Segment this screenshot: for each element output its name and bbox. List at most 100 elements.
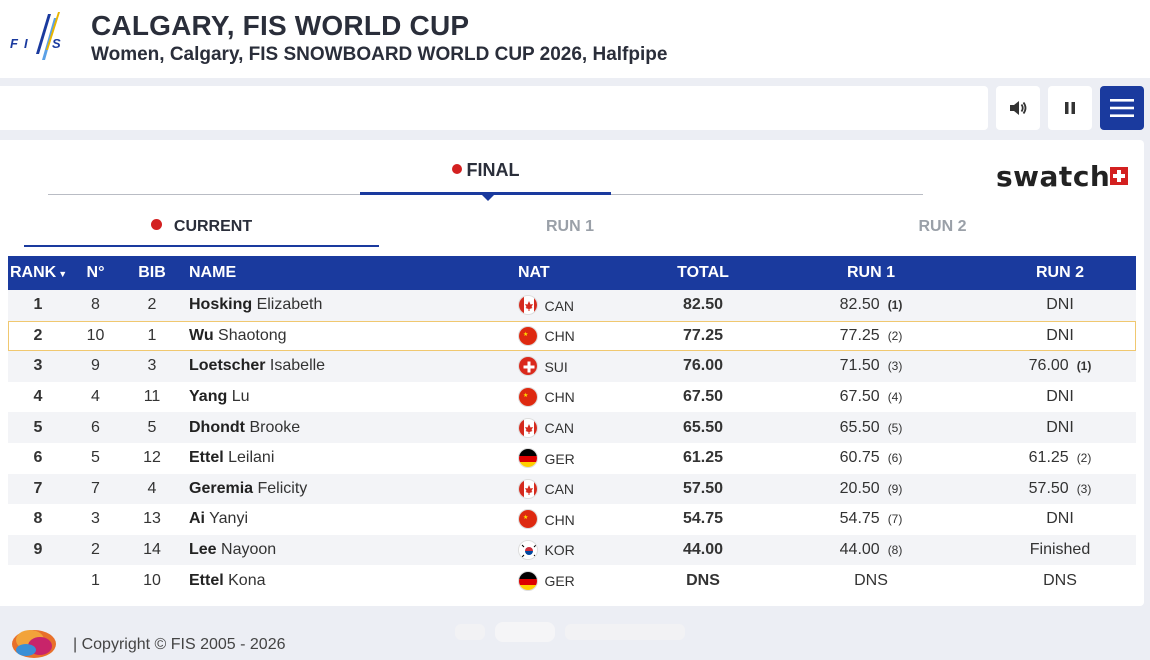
cell-athlete-name[interactable]: Loetscher Isabelle — [181, 351, 518, 382]
cell-run2: DNI — [984, 321, 1136, 352]
sound-button[interactable] — [996, 86, 1040, 130]
run1-position: (3) — [887, 359, 903, 374]
cell-no: 8 — [91, 296, 100, 314]
fis-logo: F I S — [10, 12, 61, 60]
run1-position: (5) — [887, 420, 903, 435]
cell-nation: SUI — [518, 351, 648, 382]
cell-total: 44.00 — [682, 541, 724, 559]
cell-nation: CAN — [518, 290, 648, 321]
flag-can-icon — [518, 417, 538, 438]
cell-rank: 9 — [33, 541, 43, 559]
cell-athlete-name[interactable]: Yang Lu — [181, 382, 518, 413]
table-row[interactable]: 7 7 4 Geremia Felicity CAN 57.50 20.50 (9) 57.5… — [8, 473, 1136, 505]
cell-no: 9 — [91, 357, 100, 375]
cell-run2: 61.25 (2) — [984, 443, 1136, 474]
table-row[interactable]: 5 6 5 Dhondt Brooke CAN 65.50 65.50 (5) DNI — [8, 412, 1136, 443]
col-nat-header: NAT — [518, 264, 550, 281]
cell-no: 4 — [91, 388, 100, 406]
run2-score: DNI — [1046, 326, 1074, 344]
table-row[interactable]: 8 3 13 Ai Yanyi ★ CHN 54.75 54.75 (7) DNI — [8, 504, 1136, 535]
cell-rank: 8 — [33, 510, 43, 528]
page-header: F I S CALGARY, FIS WORLD CUP Women, Calg… — [0, 0, 1150, 78]
live-dot-icon — [451, 164, 462, 174]
cell-athlete-name[interactable]: Ettel Kona — [181, 565, 518, 596]
subtab-active-indicator — [24, 245, 379, 247]
flag-sui-icon — [518, 356, 538, 377]
cell-nation: KOR — [518, 535, 648, 566]
nation-code: CAN — [544, 297, 575, 314]
cell-athlete-name[interactable]: Hosking Elizabeth — [181, 290, 518, 321]
table-row[interactable]: 6 5 12 Ettel Leilani GER 61.25 60.75 (6) 61.25 (… — [8, 442, 1136, 474]
table-header-row: RANK ▼ N° BIB NAME NAT TOTAL RUN 1 RUN 2 — [8, 256, 1136, 290]
col-run2-header: RUN 2 — [1035, 264, 1084, 281]
cell-athlete-name[interactable]: Lee Nayoon — [181, 535, 518, 566]
cell-run2: DNI — [984, 504, 1136, 535]
cell-bib: 4 — [147, 479, 157, 497]
cell-run2: Finished — [984, 535, 1136, 566]
athlete-first-name: Kona — [228, 571, 266, 589]
cell-athlete-name[interactable]: Ettel Leilani — [181, 443, 518, 474]
col-run1-header: RUN 1 — [846, 264, 895, 281]
tab-run-2[interactable]: RUN 2 — [760, 218, 1125, 236]
cell-athlete-name[interactable]: Ai Yanyi — [181, 504, 518, 535]
cell-total: 65.50 — [682, 418, 724, 436]
nation-code: CHN — [544, 511, 575, 528]
cell-no: 6 — [91, 418, 100, 436]
run1-score: 71.50 — [839, 357, 880, 375]
cell-athlete-name[interactable]: Geremia Felicity — [181, 474, 518, 505]
svg-text:★: ★ — [523, 392, 528, 399]
flag-kor-icon — [518, 540, 538, 561]
cell-run2: 76.00 (1) — [984, 351, 1136, 382]
pause-button[interactable] — [1048, 86, 1092, 130]
cell-rank: 1 — [33, 296, 43, 314]
results-table: RANK ▼ N° BIB NAME NAT TOTAL RUN 1 RUN 2 … — [8, 256, 1136, 596]
athlete-last-name: Ettel — [189, 571, 224, 589]
pause-icon — [1065, 102, 1075, 114]
nation-code: CAN — [544, 419, 575, 436]
athlete-last-name: Lee — [189, 541, 217, 559]
table-row[interactable]: 3 9 3 Loetscher Isabelle SUI 76.00 71.50 (3) 76… — [8, 351, 1136, 382]
run2-score: DNI — [1046, 296, 1074, 314]
nation-code: CAN — [544, 481, 575, 498]
cell-total: 57.50 — [682, 479, 724, 497]
cell-run1: 54.75 (7) — [758, 504, 984, 535]
col-total-header: TOTAL — [677, 264, 729, 281]
table-row[interactable]: 1 8 2 Hosking Elizabeth CAN 82.50 82.50 (1) DNI — [8, 290, 1136, 321]
athlete-first-name: Elizabeth — [256, 296, 323, 314]
run2-position: (1) — [1076, 359, 1092, 374]
cell-nation: CAN — [518, 474, 648, 505]
cell-athlete-name[interactable]: Dhondt Brooke — [181, 412, 518, 443]
tab-final[interactable]: FINAL — [360, 160, 611, 195]
flag-ger-icon — [518, 570, 538, 591]
menu-button[interactable] — [1100, 86, 1144, 130]
cell-total: 77.25 — [682, 326, 724, 344]
svg-text:F: F — [10, 36, 19, 51]
cell-bib: 1 — [147, 326, 157, 344]
run1-score: 54.75 — [839, 510, 880, 528]
swatch-logo: swatch — [996, 160, 1110, 193]
phase-active-indicator — [360, 192, 611, 195]
nation-code: KOR — [544, 542, 575, 559]
cell-bib: 13 — [143, 510, 161, 528]
cell-bib: 14 — [143, 541, 161, 559]
run1-score: 65.50 — [839, 418, 880, 436]
table-row[interactable]: 1 10 Ettel Kona GER DNS DNS DNS — [8, 565, 1136, 596]
cell-run1: 44.00 (8) — [758, 535, 984, 566]
athlete-first-name: Lu — [231, 388, 250, 406]
col-rank-header[interactable]: RANK ▼ — [10, 264, 68, 281]
cell-nation: ★ CHN — [518, 321, 648, 352]
ticker-bar — [0, 86, 988, 130]
table-row[interactable]: 9 2 14 Lee Nayoon KOR 44.00 44.00 (8) Finished — [8, 534, 1136, 566]
tab-run-1[interactable]: RUN 1 — [380, 218, 760, 236]
page-title: CALGARY, FIS WORLD CUP — [91, 10, 470, 41]
athlete-last-name: Loetscher — [189, 357, 266, 375]
cell-no: 7 — [91, 479, 100, 497]
cell-athlete-name[interactable]: Wu Shaotong — [181, 321, 518, 352]
table-row[interactable]: 2 10 1 Wu Shaotong ★ CHN 77.25 77.25 (2) DNI — [8, 320, 1136, 352]
sponsor-name: swatch — [996, 160, 1111, 193]
cell-rank: 3 — [33, 357, 43, 375]
tab-current[interactable]: CURRENT — [24, 218, 379, 236]
svg-text:★: ★ — [523, 514, 528, 521]
svg-text:I: I — [24, 36, 28, 51]
table-row[interactable]: 4 4 11 Yang Lu ★ CHN 67.50 67.50 (4) DNI — [8, 381, 1136, 413]
